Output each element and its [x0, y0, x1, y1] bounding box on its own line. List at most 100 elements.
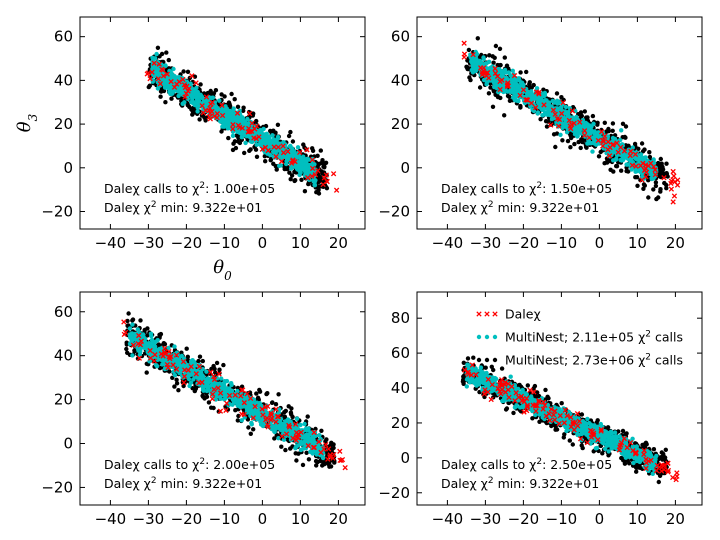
point-dalechi [285, 148, 291, 155]
point-multinest-large [531, 82, 536, 88]
point-multinest-small [249, 139, 255, 145]
point-dalechi [627, 152, 633, 159]
point-multinest-small [204, 369, 209, 374]
point-dalechi [600, 137, 606, 143]
point-multinest-large [326, 461, 331, 467]
point-multinest-large [502, 113, 507, 118]
point-dalechi [309, 165, 316, 172]
point-dalechi [671, 173, 677, 179]
point-multinest-large [572, 141, 577, 147]
point-multinest-small [195, 98, 200, 103]
y-tick-label: 40 [391, 71, 410, 89]
point-multinest-small [573, 127, 579, 132]
point-multinest-small [625, 162, 630, 167]
point-multinest-small [166, 345, 171, 351]
point-multinest-small [531, 108, 537, 114]
point-multinest-large [664, 161, 669, 166]
point-dalechi [247, 128, 253, 135]
point-dalechi [156, 61, 162, 67]
point-multinest-small [592, 131, 597, 137]
point-multinest-small [525, 90, 530, 96]
point-dalechi [180, 76, 186, 83]
point-multinest-large [166, 57, 171, 63]
point-dalechi [214, 114, 220, 121]
point-multinest-large [576, 139, 581, 145]
point-multinest-large [488, 85, 493, 90]
point-multinest-small [225, 126, 231, 131]
point-multinest-large [263, 159, 268, 164]
annotation-text: Daleχ χ2 min: 9.322e+01 [104, 200, 262, 215]
point-multinest-large [179, 350, 184, 355]
point-multinest-large [289, 406, 294, 411]
point-multinest-small [127, 341, 133, 346]
point-multinest-large [190, 112, 195, 117]
point-multinest-large [518, 103, 523, 109]
point-multinest-large [253, 147, 259, 152]
point-dalechi [671, 193, 678, 199]
point-multinest-large [502, 55, 507, 60]
point-multinest-large [196, 358, 201, 364]
point-dalechi [670, 168, 676, 175]
point-dalechi [470, 51, 476, 58]
point-multinest-large [155, 45, 161, 50]
point-multinest-large [310, 146, 315, 151]
points [144, 45, 340, 196]
x-tick-label: −30 [470, 234, 502, 252]
point-multinest-large [633, 175, 638, 180]
point-multinest-small [531, 96, 536, 102]
point-dalechi [249, 120, 255, 126]
point-multinest-large [583, 144, 589, 150]
point-dalechi [520, 87, 527, 93]
point-multinest-large [639, 141, 645, 146]
point-multinest-large [568, 145, 573, 150]
point-multinest-large [283, 408, 288, 414]
point-multinest-large [595, 120, 600, 126]
point-multinest-small [220, 124, 225, 129]
point-multinest-large [235, 104, 241, 110]
point-multinest-small [227, 113, 232, 118]
point-multinest-small [240, 131, 245, 136]
point-multinest-large [656, 160, 661, 166]
point-multinest-small [172, 344, 177, 349]
point-multinest-large [292, 178, 297, 184]
point-multinest-large [172, 384, 177, 389]
point-multinest-small [591, 121, 596, 127]
point-dalechi [256, 134, 262, 140]
axes-frame [79, 16, 366, 230]
point-multinest-small [162, 366, 168, 372]
point-multinest-large [491, 89, 497, 94]
point-multinest-small [196, 370, 202, 375]
annotation-text: Daleχ χ2 min: 9.322e+01 [441, 200, 599, 215]
point-multinest-large [664, 186, 669, 191]
x-tick-label: 10 [628, 234, 647, 252]
point-multinest-large [279, 444, 284, 449]
point-multinest-small [272, 145, 277, 151]
point-multinest-large [167, 369, 172, 374]
point-multinest-large [248, 431, 253, 436]
point-multinest-large [161, 88, 167, 94]
point-multinest-large [658, 187, 663, 192]
point-multinest-large [641, 186, 646, 191]
point-multinest-large [264, 391, 269, 397]
point-dalechi [479, 72, 485, 78]
point-dalechi [638, 163, 644, 169]
point-multinest-small [302, 421, 307, 427]
x-tick-label: −30 [133, 234, 165, 252]
point-dalechi [309, 173, 315, 179]
point-dalechi [560, 99, 566, 106]
point-multinest-small [189, 94, 194, 99]
point-multinest-small [320, 455, 326, 461]
y-tick-label: 20 [54, 115, 73, 133]
y-tick-label: 60 [54, 28, 73, 46]
point-multinest-large [620, 135, 625, 140]
point-multinest-small [127, 326, 133, 331]
point-multinest-large [596, 154, 602, 159]
x-tick-label: −20 [171, 234, 203, 252]
point-multinest-small [550, 98, 555, 104]
point-multinest-small [271, 149, 276, 154]
point-multinest-large [130, 317, 136, 322]
point-dalechi [668, 186, 675, 192]
point-dalechi [533, 105, 539, 111]
point-dalechi [290, 158, 296, 164]
point-multinest-small [303, 160, 308, 165]
